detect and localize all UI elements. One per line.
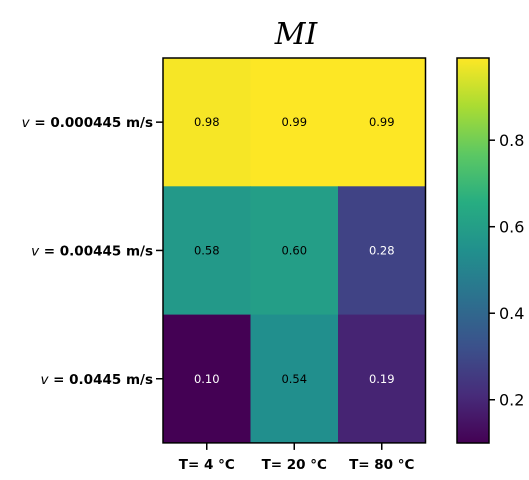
cell-value-label: 0.98	[194, 115, 220, 129]
colorbar-tick-label: 0.4	[499, 304, 524, 323]
heatmap-cell	[250, 186, 339, 316]
colorbar-tick-label: 0.2	[499, 391, 524, 410]
colorbar-ticks: 0.2 0.4 0.6 0.8	[489, 131, 524, 410]
row-label: v = 0.0445 m/s	[40, 372, 153, 388]
chart-title: MI	[274, 17, 319, 52]
cell-value-label: 0.60	[281, 243, 307, 257]
colorbar-tick-label: 0.6	[499, 218, 524, 237]
cell-value-label: 0.28	[369, 243, 395, 257]
heatmap-cell	[338, 186, 426, 316]
row-label: v = 0.000445 m/s	[22, 115, 153, 131]
heatmap-cell	[338, 58, 426, 187]
column-label: T= 80 °C	[349, 457, 414, 473]
heatmap-cell	[250, 314, 339, 444]
cell-value-label: 0.10	[194, 372, 220, 386]
column-labels: T= 4 °C T= 20 °C T= 80 °C	[179, 442, 415, 473]
cell-value-label: 0.54	[281, 372, 307, 386]
cell-value-label: 0.99	[369, 115, 395, 129]
column-label: T= 20 °C	[262, 457, 327, 473]
cell-value-label: 0.99	[281, 115, 307, 129]
heatmap-cells: 0.98 0.99 0.99 0.58 0.60 0.28 0.10 0.54 0.19	[162, 57, 427, 444]
row-label: v = 0.00445 m/s	[31, 243, 153, 259]
column-label: T= 4 °C	[179, 457, 235, 473]
cell-value-label: 0.19	[369, 372, 395, 386]
heatmap-cell	[163, 186, 251, 316]
heatmap-cell	[163, 314, 251, 444]
colorbar	[456, 57, 490, 444]
heatmap-cell	[338, 314, 426, 444]
row-labels: v = 0.000445 m/s v = 0.00445 m/s v = 0.044…	[22, 115, 163, 388]
cell-value-label: 0.58	[194, 243, 220, 257]
colorbar-tick-label: 0.8	[499, 131, 524, 150]
heatmap-cell	[163, 58, 251, 187]
heatmap-cell	[250, 58, 339, 187]
